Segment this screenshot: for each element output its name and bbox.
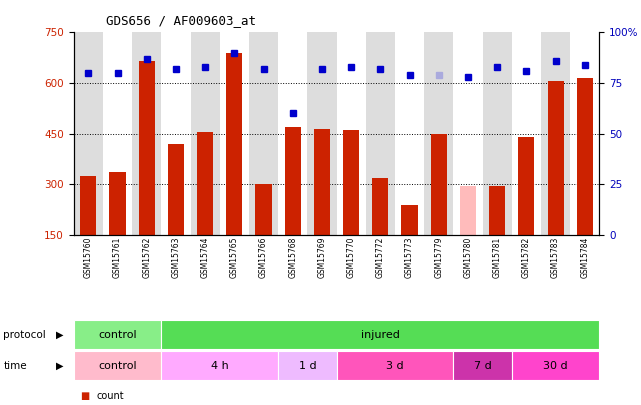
- Bar: [431, 134, 447, 235]
- Bar: [519, 137, 535, 235]
- Text: count: count: [96, 392, 124, 401]
- Bar: [343, 130, 359, 235]
- Bar: [220, 32, 249, 235]
- Text: ▶: ▶: [56, 361, 64, 371]
- Text: GDS656 / AF009603_at: GDS656 / AF009603_at: [106, 14, 256, 27]
- Bar: [197, 132, 213, 235]
- Text: ■: ■: [80, 392, 89, 401]
- Text: 3 d: 3 d: [386, 361, 404, 371]
- Bar: [541, 32, 570, 235]
- Bar: [489, 186, 505, 235]
- Bar: [307, 32, 337, 235]
- Bar: [483, 32, 512, 235]
- Bar: [570, 32, 599, 235]
- Bar: [162, 320, 599, 349]
- Bar: [314, 129, 330, 235]
- Text: ▶: ▶: [56, 330, 64, 339]
- Bar: [366, 32, 395, 235]
- Bar: [337, 32, 366, 235]
- Bar: [103, 32, 132, 235]
- Text: 7 d: 7 d: [474, 361, 492, 371]
- Bar: [162, 32, 190, 235]
- Bar: [453, 351, 512, 380]
- Bar: [372, 177, 388, 235]
- Text: control: control: [98, 330, 137, 339]
- Text: 1 d: 1 d: [299, 361, 316, 371]
- Bar: [453, 32, 483, 235]
- Text: 4 h: 4 h: [211, 361, 229, 371]
- Bar: [395, 32, 424, 235]
- Text: injured: injured: [361, 330, 400, 339]
- Bar: [132, 32, 162, 235]
- Bar: [337, 351, 453, 380]
- Bar: [249, 32, 278, 235]
- Bar: [80, 176, 96, 235]
- Bar: [74, 320, 162, 349]
- Bar: [285, 127, 301, 235]
- Bar: [138, 61, 154, 235]
- Bar: [190, 32, 220, 235]
- Text: protocol: protocol: [3, 330, 46, 339]
- Bar: [256, 183, 272, 235]
- Text: 30 d: 30 d: [543, 361, 568, 371]
- Bar: [577, 78, 593, 235]
- Bar: [512, 351, 599, 380]
- Bar: [278, 32, 307, 235]
- Bar: [460, 186, 476, 235]
- Bar: [424, 32, 453, 235]
- Bar: [401, 205, 417, 235]
- Bar: [226, 53, 242, 235]
- Bar: [512, 32, 541, 235]
- Bar: [278, 351, 337, 380]
- Bar: [162, 351, 278, 380]
- Bar: [110, 173, 126, 235]
- Bar: [547, 81, 563, 235]
- Text: time: time: [3, 361, 27, 371]
- Bar: [74, 32, 103, 235]
- Text: control: control: [98, 361, 137, 371]
- Bar: [74, 351, 162, 380]
- Bar: [168, 144, 184, 235]
